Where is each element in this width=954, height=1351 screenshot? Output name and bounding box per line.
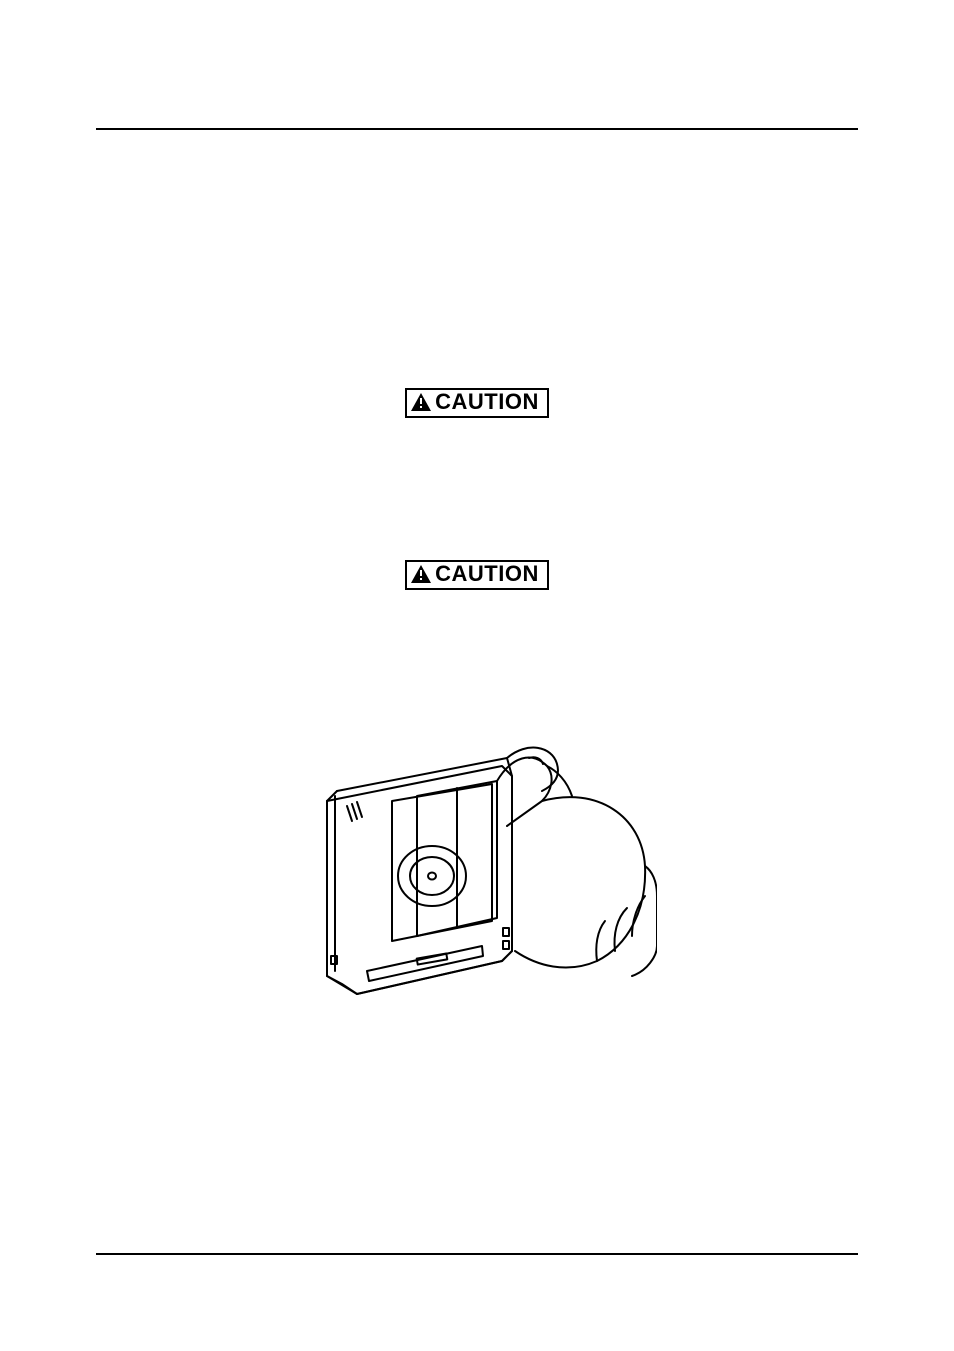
caution-1: CAUTION [96, 388, 858, 418]
spacer-mid [96, 418, 858, 560]
spacer-below-caution2 [96, 590, 858, 686]
warning-triangle-icon [411, 393, 431, 415]
spacer-top [96, 130, 858, 388]
caution-1-label: CAUTION [435, 389, 539, 414]
warning-triangle-icon [411, 565, 431, 587]
caution-2: CAUTION [96, 560, 858, 590]
footer-rule [96, 1253, 858, 1255]
illustration [96, 746, 858, 1031]
caution-1-box: CAUTION [405, 388, 549, 418]
caution-2-label: CAUTION [435, 561, 539, 586]
page: CAUTION CAUTION [0, 0, 954, 1351]
caution-2-box: CAUTION [405, 560, 549, 590]
disk-cartridge-illustration [297, 746, 657, 1026]
